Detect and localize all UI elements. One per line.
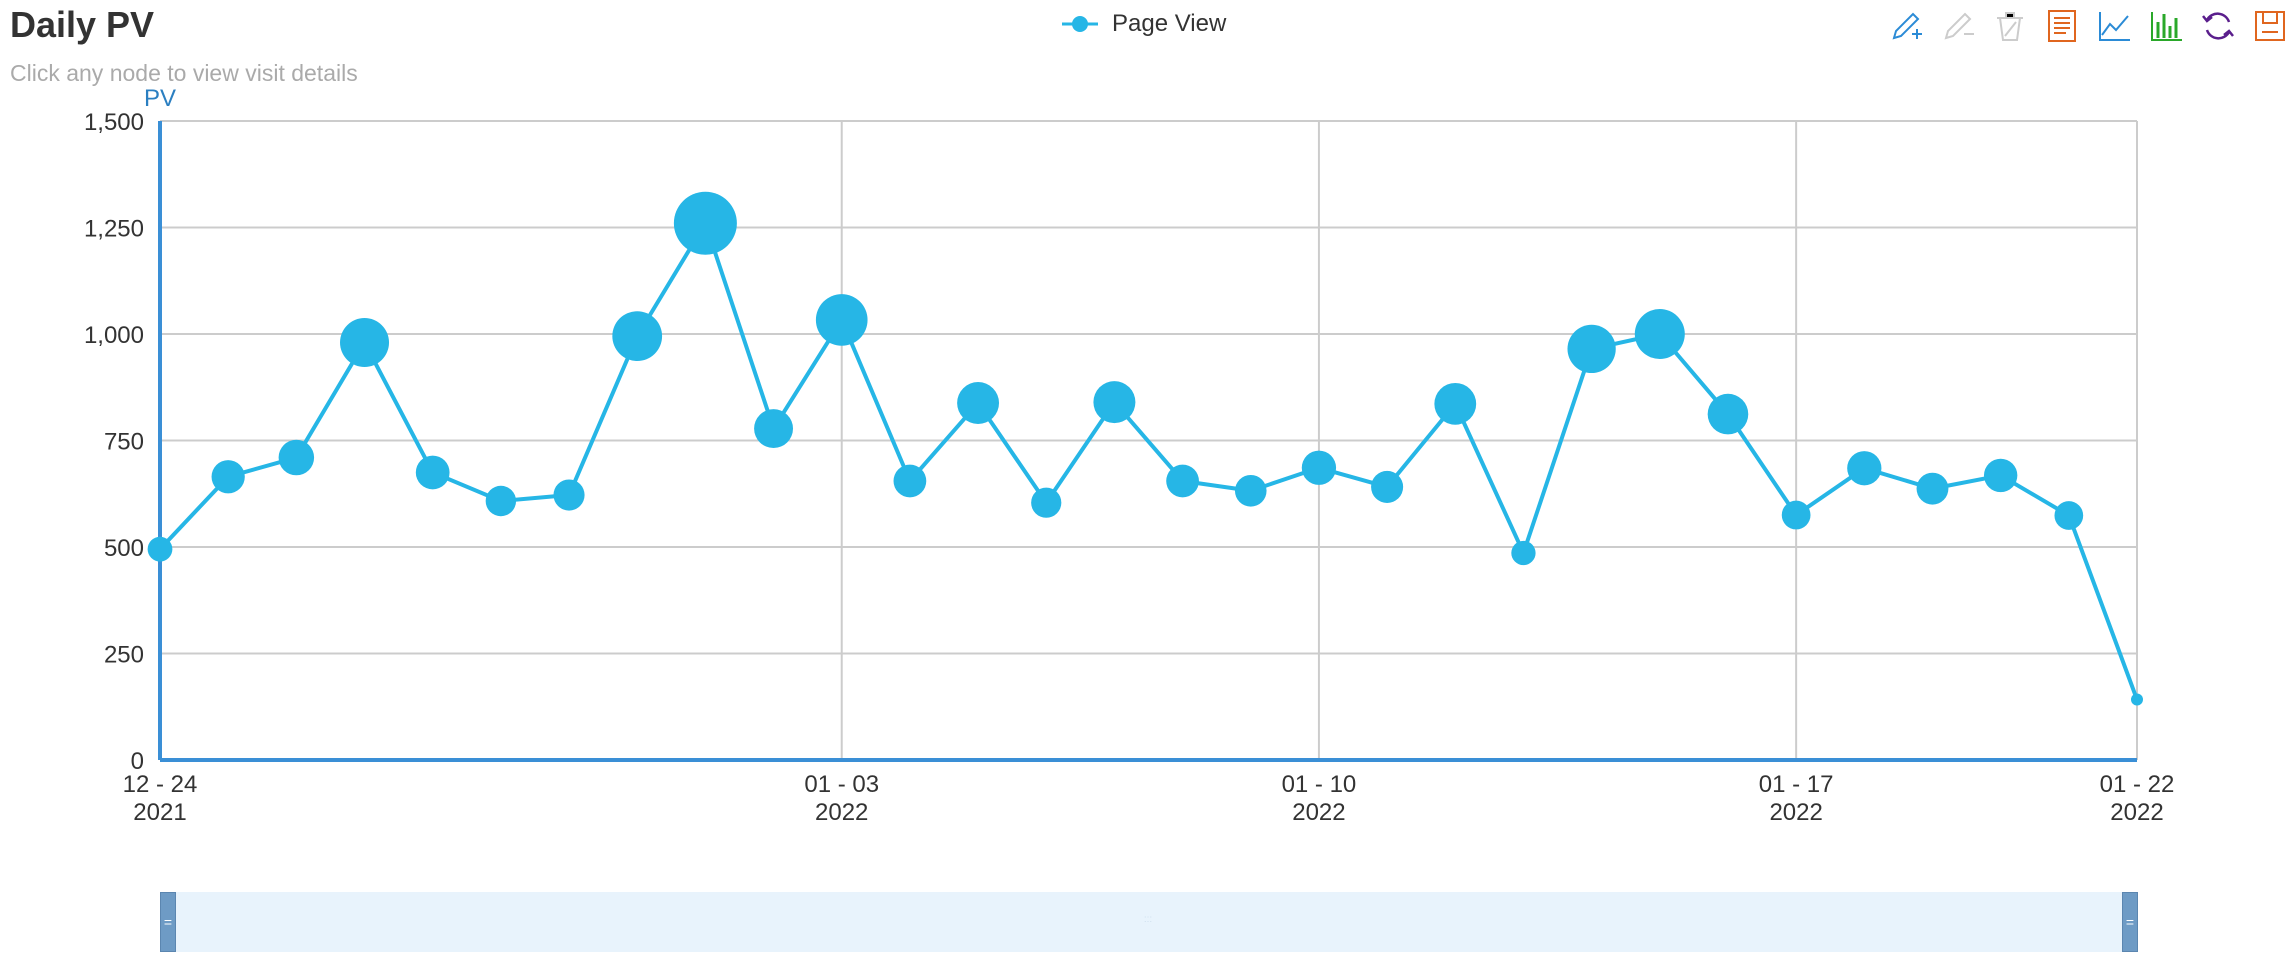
x-tick-label: 01 - 17 (1759, 771, 1834, 798)
data-point[interactable] (1031, 487, 1062, 518)
bar-chart-icon (2151, 12, 2182, 41)
data-point[interactable] (2054, 501, 2084, 530)
data-point[interactable] (815, 294, 868, 346)
data-point[interactable] (957, 382, 1000, 424)
data-point[interactable] (1371, 470, 1404, 503)
data-point[interactable] (673, 191, 737, 255)
data-zoom-end-handle[interactable]: = (2122, 892, 2138, 952)
y-tick-label: 1,000 (84, 322, 144, 349)
data-zoom-slider[interactable]: = ::: = (160, 892, 2138, 952)
y-tick-label: 750 (104, 429, 144, 456)
mark-undo-button[interactable] (1938, 6, 1978, 46)
x-tick-year-label: 2022 (2110, 799, 2163, 826)
line-chart-icon (2099, 12, 2130, 41)
data-point[interactable] (612, 311, 663, 362)
legend-item-page-view[interactable]: Page View (1062, 6, 1226, 42)
x-tick-label: 01 - 10 (1282, 771, 1357, 798)
data-point[interactable] (1434, 382, 1477, 425)
mark-clear-button[interactable] (1990, 6, 2030, 46)
data-point[interactable] (893, 464, 927, 498)
data-point[interactable] (1166, 464, 1199, 498)
legend-label: Page View (1112, 10, 1227, 37)
data-zoom-grip-icon[interactable]: ::: (1143, 914, 1153, 925)
line-chart-button[interactable] (2094, 6, 2134, 46)
save-image-button[interactable] (2250, 6, 2290, 46)
data-point[interactable] (211, 460, 245, 494)
data-point[interactable] (1301, 450, 1337, 485)
x-tick-year-label: 2022 (1292, 799, 1345, 826)
data-point[interactable] (1567, 324, 1616, 374)
data-point[interactable] (278, 439, 315, 476)
data-point[interactable] (1234, 474, 1267, 507)
save-image-icon (2255, 11, 2285, 41)
y-tick-label: 0 (131, 748, 144, 775)
data-point[interactable] (1634, 309, 1685, 359)
data-point[interactable] (415, 455, 450, 490)
toolbox (1874, 6, 2290, 46)
series-line (158, 221, 2139, 701)
y-tick-label: 500 (104, 535, 144, 562)
y-tick-label: 1,500 (84, 109, 144, 136)
bar-chart-button[interactable] (2146, 6, 2186, 46)
x-tick-label: 01 - 22 (2100, 771, 2175, 798)
x-tick-year-label: 2022 (815, 799, 868, 826)
y-axis-label: PV (144, 85, 176, 112)
mark-clear-icon (1997, 12, 2023, 41)
restore-button[interactable] (2198, 6, 2238, 46)
chart-subtitle: Click any node to view visit details (10, 60, 358, 86)
mark-button[interactable] (1886, 6, 1926, 46)
data-point[interactable] (1511, 540, 1536, 566)
data-point[interactable] (2131, 693, 2143, 706)
y-tick-label: 1,250 (84, 216, 144, 243)
x-tick-label: 01 - 03 (804, 771, 879, 798)
data-view-icon (2048, 10, 2076, 42)
data-point[interactable] (340, 318, 390, 368)
data-point[interactable] (754, 409, 794, 449)
mark-icon (1892, 12, 1922, 40)
data-view-button[interactable] (2042, 6, 2082, 46)
mark-undo-icon (1944, 12, 1974, 40)
restore-icon (2202, 12, 2234, 40)
legend-line-dot-icon (1062, 16, 1098, 32)
x-tick-year-label: 2021 (133, 799, 186, 826)
data-point[interactable] (553, 479, 585, 511)
data-point[interactable] (1093, 381, 1136, 424)
x-tick-year-label: 2022 (1769, 799, 1822, 826)
data-point[interactable] (1707, 393, 1749, 435)
data-point[interactable] (147, 536, 173, 562)
data-zoom-start-handle[interactable]: = (160, 892, 176, 952)
data-point[interactable] (1916, 472, 1949, 505)
data-point[interactable] (485, 485, 517, 517)
x-tick-label: 12 - 24 (123, 771, 198, 798)
y-tick-label: 250 (104, 642, 144, 669)
data-point[interactable] (1781, 500, 1811, 530)
chart-title: Daily PV (10, 4, 155, 45)
data-point[interactable] (1983, 458, 2018, 493)
data-point[interactable] (1847, 451, 1882, 486)
